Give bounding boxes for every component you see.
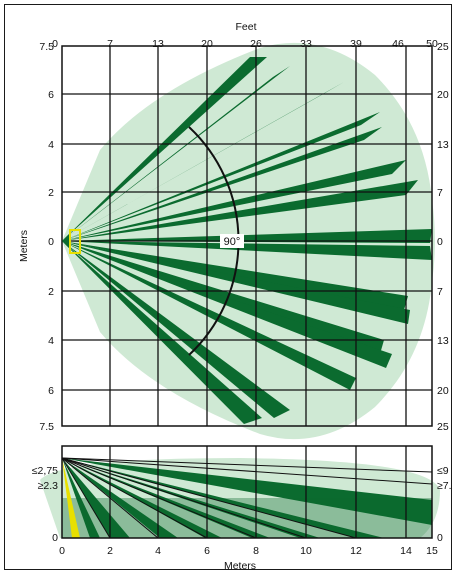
side-bottom-meter-label: 4	[155, 545, 161, 557]
side-left-height-label: ≥2.3	[38, 480, 59, 492]
side-bottom-meter-labels: 0 2 4 6 8 10 12 14 15	[59, 545, 438, 557]
angle-label: 90°	[224, 236, 241, 248]
top-view: 90° Feet 0 7 13 20 26 33 39 46 50 7.564202467.5 …	[18, 21, 449, 439]
feet-tick-label: 20	[201, 38, 213, 50]
meter-tick-label: 2	[48, 286, 54, 298]
side-view: ≤2,75 ≥2.3 0 ≤9 ≥7. 0 0 2 4 6 8 10 12 14 15 Meters	[32, 446, 452, 572]
side-left-height-label: ≤2,75	[32, 465, 58, 477]
meter-tick-label: 7.5	[39, 421, 54, 433]
feet-tick-label: 26	[250, 38, 262, 50]
meter-tick-label: 4	[48, 139, 54, 151]
right-feet-tick-label: 7	[437, 187, 443, 199]
right-feet-tick-labels: 25 20 13 7 0 7 13 20 25	[437, 41, 449, 433]
feet-tick-label: 7	[107, 38, 113, 50]
meter-tick-label: 0	[48, 236, 54, 248]
right-feet-tick-label: 0	[437, 236, 443, 248]
right-feet-tick-label: 13	[437, 139, 449, 151]
side-right-height-label: ≥7.	[437, 480, 452, 492]
right-feet-tick-label: 7	[437, 286, 443, 298]
meter-tick-label: 2	[48, 187, 54, 199]
right-feet-tick-label: 20	[437, 89, 449, 101]
side-left-height-label: 0	[52, 532, 58, 544]
side-bottom-meter-label: 6	[204, 545, 210, 557]
side-right-height-label: 0	[437, 532, 443, 544]
right-feet-tick-label: 20	[437, 385, 449, 397]
feet-axis-title: Feet	[235, 21, 256, 33]
feet-tick-label: 33	[300, 38, 312, 50]
right-feet-tick-label: 25	[437, 41, 449, 53]
feet-tick-label: 13	[152, 38, 164, 50]
feet-tick-label: 39	[350, 38, 362, 50]
side-meters-axis-title: Meters	[224, 560, 256, 572]
meter-tick-label: 6	[48, 385, 54, 397]
left-meter-tick-labels: 7.5 6 4 2 0 2 4 6 7.5	[39, 41, 54, 433]
side-bottom-meter-label: 0	[59, 545, 65, 557]
meter-tick-label: 7.5	[39, 41, 54, 53]
side-right-height-label: ≤9	[437, 465, 449, 477]
side-bottom-meter-label: 2	[107, 545, 113, 557]
feet-tick-labels: 0 7 13 20 26 33 39 46 50	[52, 38, 438, 50]
meter-tick-label: 4	[48, 335, 54, 347]
right-feet-tick-label: 13	[437, 335, 449, 347]
side-bottom-meter-label: 10	[300, 545, 312, 557]
side-bottom-meter-label: 14	[400, 545, 412, 557]
meters-axis-title: Meters	[18, 230, 30, 262]
side-right-height-labels: ≤9 ≥7. 0	[437, 465, 452, 544]
side-bottom-meter-label: 12	[350, 545, 362, 557]
side-bottom-meter-label: 8	[253, 545, 259, 557]
side-bottom-meter-label: 15	[426, 545, 438, 557]
feet-tick-label: 46	[392, 38, 404, 50]
right-feet-tick-label: 25	[437, 421, 449, 433]
meter-tick-label: 6	[48, 89, 54, 101]
